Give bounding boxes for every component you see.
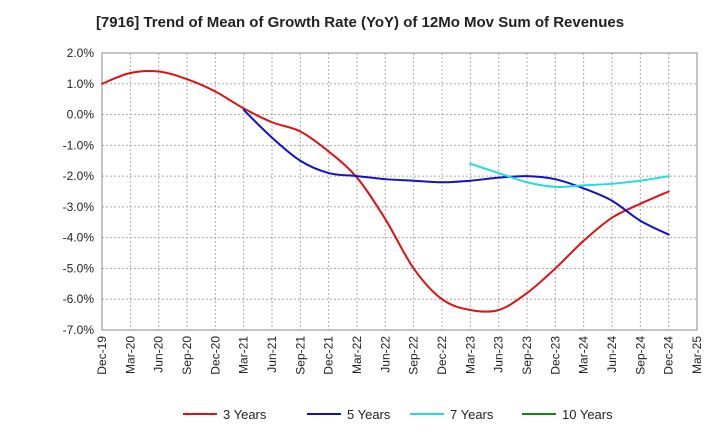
y-tick-label: -3.0% [63,200,95,214]
plot-area [101,52,698,331]
x-tick-label: Mar-22 [350,336,364,374]
x-tick-label: Mar-23 [463,336,477,374]
y-tick-label: -1.0% [63,138,95,152]
y-tick-label: -2.0% [63,169,95,183]
x-tick-label: Dec-21 [322,336,336,375]
x-tick-label: Sep-20 [180,336,194,375]
x-tick-label: Mar-24 [577,336,591,374]
y-tick-label: -5.0% [63,261,95,275]
x-tick-label: Jun-20 [152,336,166,373]
x-tick-label: Jun-21 [265,336,279,373]
legend-label-10-years: 10 Years [562,407,613,422]
y-tick-label: -4.0% [63,231,95,245]
legend: 3 Years 5 Years 7 Years 10 Years [183,407,613,422]
x-tick-label: Jun-24 [605,336,619,373]
y-tick-label: 2.0% [67,46,95,60]
x-tick-label: Mar-25 [690,336,704,374]
x-tick-label: Dec-20 [208,336,222,375]
y-tick-label: 1.0% [67,77,95,91]
x-tick-label: Dec-22 [435,336,449,375]
x-tick-label: Sep-23 [520,336,534,375]
x-tick-label: Dec-24 [662,336,676,375]
y-tick-label: -6.0% [63,292,95,306]
series-lines [101,69,670,313]
legend-label-5-years: 5 Years [347,407,391,422]
y-tick-label: -7.0% [63,323,95,337]
chart-title: [7916] Trend of Mean of Growth Rate (YoY… [95,14,625,31]
x-tick-label: Jun-22 [378,336,392,373]
y-tick-label: 0.0% [67,108,95,122]
grid-lines [101,52,698,331]
x-tick-label: Dec-19 [95,336,109,375]
series-line-5-years [242,108,670,236]
legend-label-3-years: 3 Years [223,407,267,422]
x-tick-label: Sep-22 [407,336,421,375]
x-tick-label: Dec-23 [548,336,562,375]
x-tick-label: Jun-23 [492,336,506,373]
x-tick-label: Sep-21 [293,336,307,375]
y-axis-ticks: 2.0% 1.0% 0.0% -1.0% -2.0% -3.0% -4.0% -5.0% -6.… [63,46,95,337]
x-axis-ticks: Dec-19 Mar-20 Jun-20 Sep-20 Dec-20 Mar-21 Jun-… [95,336,704,375]
x-tick-label: Mar-20 [123,336,137,374]
legend-label-7-years: 7 Years [450,407,494,422]
series-line-7-years [469,162,670,188]
series-line-3-years [101,69,670,313]
x-tick-label: Mar-21 [237,336,251,374]
x-tick-label: Sep-24 [633,336,647,375]
